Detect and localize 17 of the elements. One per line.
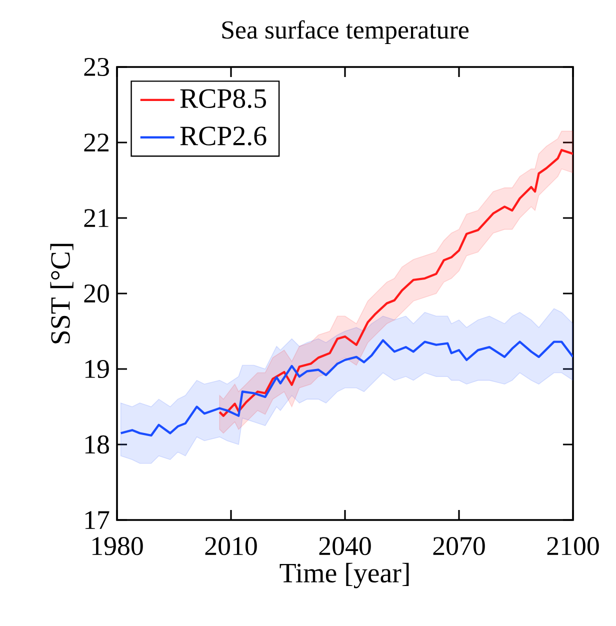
x-tick-label: 2070 <box>433 537 485 556</box>
legend-label: RCP2.6 <box>180 126 266 146</box>
chart-title: Sea surface temperature <box>222 20 469 44</box>
y-tick-label: 23 <box>84 58 109 76</box>
x-tick-label: 1980 <box>92 537 143 556</box>
y-axis-title: SST [°C] <box>50 244 74 344</box>
x-tick-label: 2040 <box>319 537 371 556</box>
x-tick-label: 2100 <box>547 537 599 556</box>
y-tick-label: 18 <box>85 435 109 454</box>
y-tick-label: 17 <box>85 511 110 529</box>
y-tick-label: 21 <box>84 209 108 227</box>
legend-label: RCP8.5 <box>180 89 266 108</box>
x-axis-title: Time [year] <box>280 562 409 588</box>
x-tick-label: 2010 <box>205 537 257 556</box>
y-tick-label: 19 <box>85 360 109 378</box>
y-tick-label: 20 <box>84 284 109 303</box>
y-tick-label: 22 <box>84 134 108 152</box>
